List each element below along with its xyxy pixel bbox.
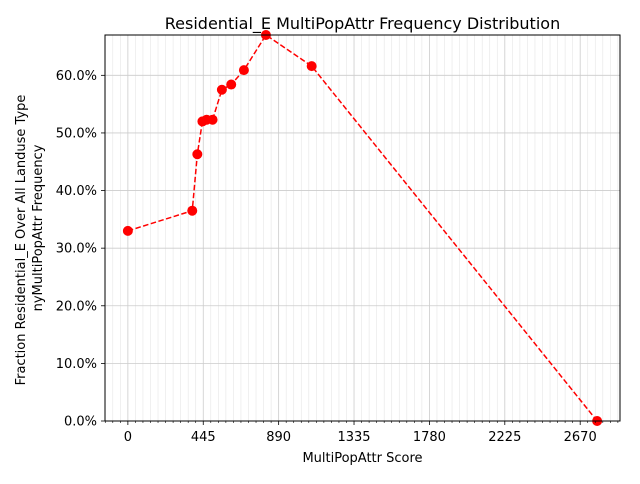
y-tick-label: 40.0% bbox=[56, 184, 97, 199]
data-point bbox=[238, 65, 249, 76]
x-axis-label: MultiPopAttr Score bbox=[302, 451, 422, 466]
data-point bbox=[207, 114, 218, 125]
y-tick-label: 50.0% bbox=[56, 126, 97, 141]
x-tick-label: 445 bbox=[191, 430, 216, 445]
plot-frame bbox=[104, 34, 621, 422]
x-tick-label: 0 bbox=[124, 430, 132, 445]
data-point bbox=[226, 79, 237, 90]
x-tick-label: 1780 bbox=[413, 430, 446, 445]
y-axis-label-line1: Fraction Residential_E Over All Landuse … bbox=[14, 95, 29, 386]
chart-title: Residential_E MultiPopAttr Frequency Dis… bbox=[165, 14, 560, 34]
y-tick-label: 60.0% bbox=[56, 69, 97, 84]
x-tick-label: 1335 bbox=[337, 430, 370, 445]
y-tick-label: 30.0% bbox=[56, 242, 97, 257]
x-axis-ticks: 0 445 890 1335 1780 2225 2670 bbox=[104, 421, 619, 445]
data-point bbox=[216, 84, 227, 95]
minor-grid bbox=[104, 35, 619, 421]
data-point bbox=[192, 149, 203, 160]
y-tick-label: 20.0% bbox=[56, 299, 97, 314]
series-line bbox=[127, 33, 598, 422]
x-tick-label: 2225 bbox=[488, 430, 521, 445]
y-axis-ticks: 0.0% 10.0% 20.0% 30.0% 40.0% 50.0% 60.0% bbox=[56, 69, 105, 430]
major-grid bbox=[105, 35, 620, 422]
data-point bbox=[122, 225, 133, 236]
x-tick-label: 890 bbox=[266, 430, 291, 445]
y-axis-label-line2: nyMultiPopAttr Frequency bbox=[31, 144, 46, 311]
y-tick-label: 10.0% bbox=[56, 357, 97, 372]
y-tick-label: 0.0% bbox=[64, 415, 97, 430]
data-point bbox=[306, 61, 317, 72]
x-tick-label: 2670 bbox=[564, 430, 597, 445]
series-layer bbox=[122, 30, 603, 426]
data-point bbox=[187, 205, 198, 216]
